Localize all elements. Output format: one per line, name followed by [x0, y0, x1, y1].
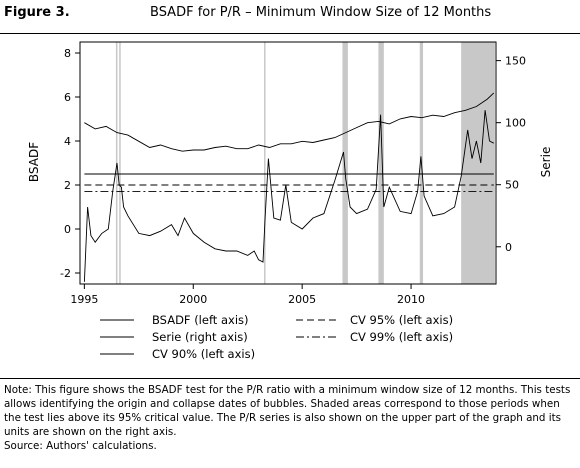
series-layer	[83, 92, 495, 282]
x-tick-label-0: 1995	[70, 293, 98, 306]
legend-label-left-2: CV 90% (left axis)	[152, 347, 255, 361]
shaded-period-1	[119, 42, 121, 284]
legend-label-left-1: Serie (right axis)	[152, 330, 248, 344]
y2-tick-label-1: 50	[505, 179, 519, 192]
figure-note: Note: This figure shows the BSADF test f…	[4, 383, 578, 453]
y-tick-label-0: -2	[60, 267, 71, 280]
legend-label-right-0: CV 95% (left axis)	[350, 313, 453, 327]
series-line-1	[84, 92, 495, 152]
y2-axis-label: Serie	[539, 147, 553, 178]
x-tick-label-1: 2000	[179, 293, 207, 306]
y-axis-label: BSADF	[27, 142, 41, 182]
y-tick-label-2: 2	[64, 179, 71, 192]
note-source: Source: Authors' calculations.	[4, 440, 157, 452]
footer-rule	[0, 378, 580, 379]
figure-header: Figure 3. BSADF for P/R – Minimum Window…	[0, 0, 580, 34]
y-tick-label-3: 4	[64, 135, 71, 148]
shaded-period-6	[461, 42, 495, 284]
legend-label-left-0: BSADF (left axis)	[152, 313, 249, 327]
y-tick-label-4: 6	[64, 91, 71, 104]
series-line-0	[83, 110, 495, 282]
y2-tick-label-2: 100	[505, 117, 526, 130]
legend: BSADF (left axis) Serie (right axis) CV 90…	[100, 313, 453, 361]
legend-label-right-1: CV 99% (left axis)	[350, 330, 453, 344]
figure-title: BSADF for P/R – Minimum Window Size of 1…	[150, 5, 492, 20]
axes: -2 0 2 4 6 8 0 50 100 150 1995 2000 2005 2010	[60, 47, 526, 306]
shaded-period-3	[342, 42, 348, 284]
shaded-period-2	[264, 42, 266, 284]
y-tick-label-5: 8	[64, 47, 71, 60]
plot-frame	[79, 41, 497, 285]
bsadf-chart: -2 0 2 4 6 8 0 50 100 150 1995 2000 2005 2010 BSADF S…	[27, 41, 553, 361]
y-tick-label-1: 0	[64, 223, 71, 236]
header-rule	[0, 33, 580, 34]
x-tick-label-2: 2005	[288, 293, 316, 306]
shaded-period-4	[378, 42, 384, 284]
figure-label: Figure 3.	[4, 5, 70, 20]
y2-tick-label-0: 0	[505, 241, 512, 254]
note-text: Note: This figure shows the BSADF test f…	[4, 384, 571, 438]
shaded-periods	[115, 42, 495, 284]
y2-tick-label-3: 150	[505, 55, 526, 68]
x-tick-label-3: 2010	[397, 293, 425, 306]
